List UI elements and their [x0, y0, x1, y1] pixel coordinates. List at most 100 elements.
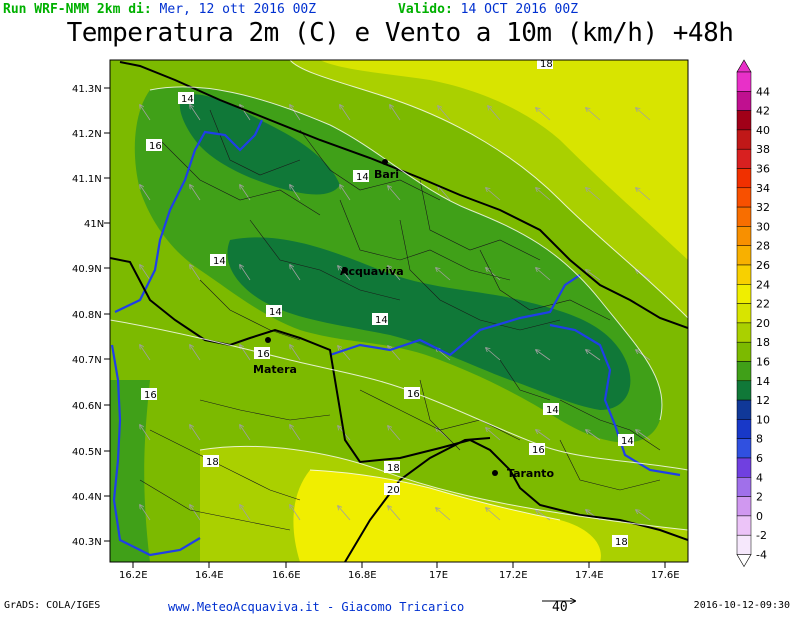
contour-label: 18 — [615, 537, 628, 548]
run-info: Run WRF-NMM 2km di: Mer, 12 ott 2016 00Z — [3, 2, 316, 17]
colorbar-swatch — [736, 226, 752, 246]
map-frame — [109, 59, 689, 563]
lon-tick: 16.2E — [119, 570, 148, 581]
longitude-axis: 16.2E 16.4E 16.6E 16.8E 17E 17.2E 17.4E … — [119, 562, 680, 581]
colorbar-label: -2 — [756, 529, 767, 542]
colorbar-cap-bottom — [736, 554, 752, 568]
colorbar-swatch — [736, 496, 752, 517]
lat-tick: 40.4N — [72, 492, 102, 503]
colorbar-label: 22 — [756, 298, 770, 311]
city-bari: Bari — [374, 168, 399, 181]
colorbar-swatch — [736, 71, 752, 92]
colorbar-swatch — [736, 322, 752, 343]
colorbar-label: 6 — [756, 452, 763, 465]
contour-label: 16 — [257, 349, 270, 360]
colorbar-swatch — [736, 206, 752, 227]
lon-tick: 17.2E — [499, 570, 528, 581]
grads-credit: GrADS: COLA/IGES — [4, 600, 101, 611]
colorbar-swatch — [736, 245, 752, 266]
colorbar-label: 42 — [756, 105, 770, 118]
contour-label: 18 — [206, 457, 219, 468]
colorbar-label: 28 — [756, 240, 770, 253]
temperature-field — [110, 60, 688, 562]
colorbar-label: 36 — [756, 163, 770, 176]
colorbar-swatch — [736, 399, 752, 420]
colorbar-swatch — [736, 148, 752, 169]
colorbar-swatch — [736, 534, 752, 555]
rivers — [110, 119, 681, 557]
colorbar-label: 30 — [756, 220, 770, 233]
contour-label: 14 — [356, 172, 369, 183]
colorbar-label: 40 — [756, 124, 770, 137]
lon-tick: 17E — [429, 570, 448, 581]
colorbar-swatch — [736, 284, 752, 304]
colorbar-label: 12 — [756, 394, 770, 407]
valid-info: Valido: 14 OCT 2016 00Z — [398, 2, 578, 17]
colorbar-label: 20 — [756, 317, 770, 330]
coastline — [110, 61, 688, 562]
lat-tick: 41N — [84, 219, 104, 230]
lat-tick: 40.3N — [72, 537, 102, 548]
colorbar-label: -4 — [756, 549, 767, 562]
city-taranto: Taranto — [507, 467, 554, 480]
contour-label: 16 — [407, 389, 420, 400]
valid-label: Valido: — [398, 2, 453, 17]
colorbar-label: 0 — [756, 510, 763, 523]
colorbar-label: 10 — [756, 413, 770, 426]
colorbar-swatch — [736, 361, 752, 382]
colorbar-cap-top — [736, 59, 752, 73]
colorbar-swatch — [736, 168, 752, 189]
colorbar-label: 44 — [756, 85, 770, 98]
lat-tick: 40.5N — [72, 447, 102, 458]
contour-labels: 18 14 16 14 14 14 14 16 16 16 18 18 20 1… — [141, 57, 634, 548]
reference-vector-value: 40 — [552, 600, 568, 615]
lon-tick: 16.4E — [195, 570, 224, 581]
city-acquaviva: Acquaviva — [340, 265, 404, 278]
valid-date: 14 OCT 2016 00Z — [460, 2, 579, 17]
contour-label: 16 — [149, 141, 162, 152]
colorbar-label: 4 — [756, 471, 763, 484]
lon-tick: 17.4E — [575, 570, 604, 581]
contour-label: 14 — [181, 94, 194, 105]
run-date: Mer, 12 ott 2016 00Z — [159, 2, 317, 17]
lon-tick: 17.6E — [651, 570, 680, 581]
contour-label: 16 — [144, 390, 157, 401]
run-label: Run WRF-NMM 2km di: — [3, 2, 152, 17]
colorbar-swatch — [736, 303, 752, 324]
colorbar-swatch — [736, 91, 752, 111]
lat-tick: 41.2N — [72, 129, 102, 140]
contour-label: 14 — [213, 256, 226, 267]
colorbar-label: 14 — [756, 375, 770, 388]
lat-tick: 40.6N — [72, 401, 102, 412]
colorbar-label: 34 — [756, 182, 770, 195]
lat-tick: 41.3N — [72, 84, 102, 95]
isotherms — [110, 60, 688, 531]
contour-label: 18 — [540, 59, 553, 70]
lat-tick: 40.9N — [72, 264, 102, 275]
colorbar-label: 24 — [756, 278, 770, 291]
colorbar-label: 26 — [756, 259, 770, 272]
colorbar-swatch — [736, 341, 752, 362]
lat-tick: 40.8N — [72, 310, 102, 321]
colorbar-label: 2 — [756, 491, 763, 504]
colorbar-swatch — [736, 515, 752, 536]
map-title: Temperatura 2m (C) e Vento a 10m (km/h) … — [66, 18, 734, 48]
contour-label: 20 — [387, 485, 400, 496]
lat-tick: 40.7N — [72, 355, 102, 366]
colorbar-label: 8 — [756, 433, 763, 446]
colorbar-label: 16 — [756, 356, 770, 369]
colorbar-label: 32 — [756, 201, 770, 214]
colorbar-swatch — [736, 187, 752, 208]
colorbar-label: 18 — [756, 336, 770, 349]
colorbar-swatch — [736, 129, 752, 150]
city-labels: Bari Acquaviva Matera Taranto — [253, 159, 554, 480]
colorbar-swatch — [736, 419, 752, 439]
lat-tick: 41.1N — [72, 174, 102, 185]
colorbar-swatch — [736, 264, 752, 285]
city-matera: Matera — [253, 363, 297, 376]
wind-vectors — [140, 105, 651, 521]
colorbar: 4442403836343230282624222018161412108642… — [736, 59, 770, 568]
contour-label: 16 — [532, 445, 545, 456]
colorbar-swatch — [736, 457, 752, 478]
